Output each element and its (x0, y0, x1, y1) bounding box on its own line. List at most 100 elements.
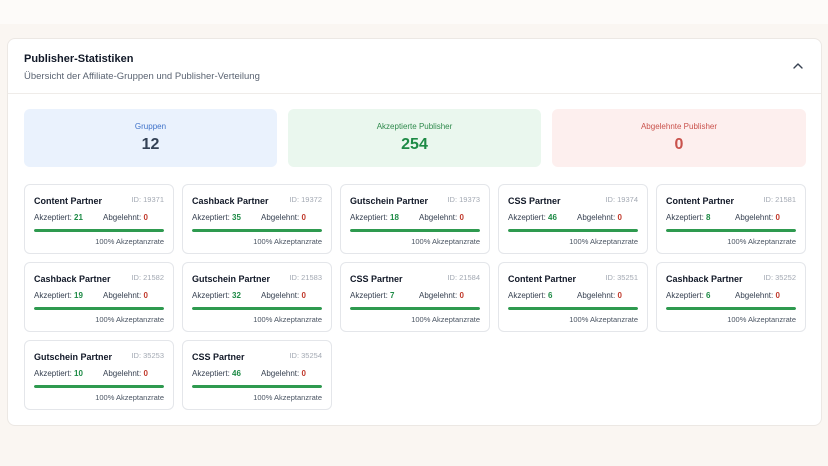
accepted-count: 18 (390, 213, 399, 222)
rejected-stat: Abgelehnt: 0 (261, 213, 306, 222)
accepted-stat: Akzeptiert: 21 (34, 213, 83, 222)
acceptance-progress-bar (350, 229, 480, 232)
rejected-label: Abgelehnt: (103, 291, 142, 300)
accepted-stat: Akzeptiert: 46 (192, 369, 241, 378)
acceptance-rate-label: Akzeptanzrate (432, 237, 480, 246)
summary-accepted: Akzeptierte Publisher 254 (288, 109, 541, 167)
accepted-count: 19 (74, 291, 83, 300)
rejected-stat: Abgelehnt: 0 (261, 291, 306, 300)
group-card: Gutschein Partner ID: 35253 Akzeptiert: 10… (24, 340, 174, 410)
group-id: ID: 21584 (447, 273, 480, 282)
acceptance-progress-bar (508, 307, 638, 310)
rejected-stat: Abgelehnt: 0 (261, 369, 306, 378)
summary-groups-value: 12 (141, 136, 160, 153)
accepted-stat: Akzeptiert: 10 (34, 369, 83, 378)
rejected-label: Abgelehnt: (261, 369, 300, 378)
group-id: ID: 19372 (289, 195, 322, 204)
summary-accepted-label: Akzeptierte Publisher (376, 122, 453, 131)
accepted-stat: Akzeptiert: 6 (666, 291, 710, 300)
group-name: Content Partner (34, 196, 103, 206)
accepted-stat: Akzeptiert: 32 (192, 291, 241, 300)
rejected-label: Abgelehnt: (735, 213, 774, 222)
accepted-count: 46 (548, 213, 557, 222)
rejected-stat: Abgelehnt: 0 (735, 291, 780, 300)
accepted-count: 46 (232, 369, 241, 378)
acceptance-progress-bar (666, 229, 796, 232)
acceptance-progress-fill (666, 307, 796, 310)
group-name: Content Partner (666, 196, 735, 206)
summary-groups-label: Gruppen (134, 122, 167, 131)
acceptance-progress-bar (192, 229, 322, 232)
accepted-label: Akzeptiert: (350, 213, 388, 222)
accepted-label: Akzeptiert: (666, 213, 704, 222)
accepted-stat: Akzeptiert: 7 (350, 291, 394, 300)
rejected-label: Abgelehnt: (577, 213, 616, 222)
acceptance-rate-label: Akzeptanzrate (590, 315, 638, 324)
acceptance-progress-fill (350, 307, 480, 310)
chevron-up-icon[interactable] (791, 59, 805, 73)
group-id: ID: 35253 (131, 351, 164, 360)
acceptance-rate-label: Akzeptanzrate (748, 237, 796, 246)
panel-header[interactable]: Publisher-Statistiken Übersicht der Affi… (8, 39, 821, 94)
group-name: CSS Partner (192, 352, 245, 362)
accepted-count: 6 (706, 291, 711, 300)
acceptance-rate-label: Akzeptanzrate (274, 237, 322, 246)
accepted-stat: Akzeptiert: 18 (350, 213, 399, 222)
group-card: Content Partner ID: 21581 Akzeptiert: 8 Abg… (656, 184, 806, 254)
acceptance-rate: 100% Akzeptanzrate (411, 315, 480, 324)
rejected-label: Abgelehnt: (103, 369, 142, 378)
acceptance-rate-label: Akzeptanzrate (116, 237, 164, 246)
accepted-count: 35 (232, 213, 241, 222)
accepted-count: 21 (74, 213, 83, 222)
acceptance-progress-fill (508, 229, 638, 232)
group-card: Gutschein Partner ID: 19373 Akzeptiert: 18… (340, 184, 490, 254)
rejected-label: Abgelehnt: (261, 291, 300, 300)
rejected-stat: Abgelehnt: 0 (577, 213, 622, 222)
group-id: ID: 19373 (447, 195, 480, 204)
panel-subtitle: Übersicht der Affiliate-Gruppen und Publ… (24, 71, 260, 82)
acceptance-progress-bar (192, 307, 322, 310)
acceptance-rate: 100% Akzeptanzrate (253, 393, 322, 402)
group-id: ID: 35251 (605, 273, 638, 282)
panel-title: Publisher-Statistiken (24, 53, 134, 65)
acceptance-rate-value: 100% (727, 237, 747, 246)
acceptance-progress-bar (34, 307, 164, 310)
rejected-count: 0 (301, 213, 306, 222)
acceptance-progress-fill (192, 385, 322, 388)
accepted-label: Akzeptiert: (192, 213, 230, 222)
group-id: ID: 35254 (289, 351, 322, 360)
acceptance-rate-label: Akzeptanzrate (590, 237, 638, 246)
group-name: Cashback Partner (192, 196, 269, 206)
acceptance-rate-value: 100% (253, 393, 273, 402)
publisher-stats-panel: Publisher-Statistiken Übersicht der Affi… (7, 38, 822, 426)
acceptance-progress-fill (34, 229, 164, 232)
acceptance-progress-bar (666, 307, 796, 310)
rejected-label: Abgelehnt: (419, 291, 458, 300)
accepted-count: 7 (390, 291, 395, 300)
group-card: Cashback Partner ID: 21582 Akzeptiert: 19 A… (24, 262, 174, 332)
rejected-label: Abgelehnt: (577, 291, 616, 300)
acceptance-rate: 100% Akzeptanzrate (95, 315, 164, 324)
rejected-count: 0 (143, 291, 148, 300)
rejected-label: Abgelehnt: (735, 291, 774, 300)
accepted-count: 8 (706, 213, 711, 222)
acceptance-rate-value: 100% (253, 237, 273, 246)
rejected-count: 0 (617, 291, 622, 300)
acceptance-progress-fill (192, 307, 322, 310)
group-card: CSS Partner ID: 19374 Akzeptiert: 46 Abgele… (498, 184, 648, 254)
rejected-count: 0 (143, 369, 148, 378)
acceptance-rate: 100% Akzeptanzrate (727, 315, 796, 324)
rejected-count: 0 (775, 291, 780, 300)
acceptance-progress-fill (192, 229, 322, 232)
accepted-count: 32 (232, 291, 241, 300)
group-id: ID: 19374 (605, 195, 638, 204)
rejected-stat: Abgelehnt: 0 (103, 213, 148, 222)
acceptance-rate: 100% Akzeptanzrate (411, 237, 480, 246)
group-name: Gutschein Partner (350, 196, 429, 206)
rejected-stat: Abgelehnt: 0 (103, 369, 148, 378)
rejected-count: 0 (301, 369, 306, 378)
acceptance-progress-fill (34, 307, 164, 310)
acceptance-progress-bar (350, 307, 480, 310)
group-card: Cashback Partner ID: 35252 Akzeptiert: 6 Ab… (656, 262, 806, 332)
accepted-label: Akzeptiert: (508, 213, 546, 222)
